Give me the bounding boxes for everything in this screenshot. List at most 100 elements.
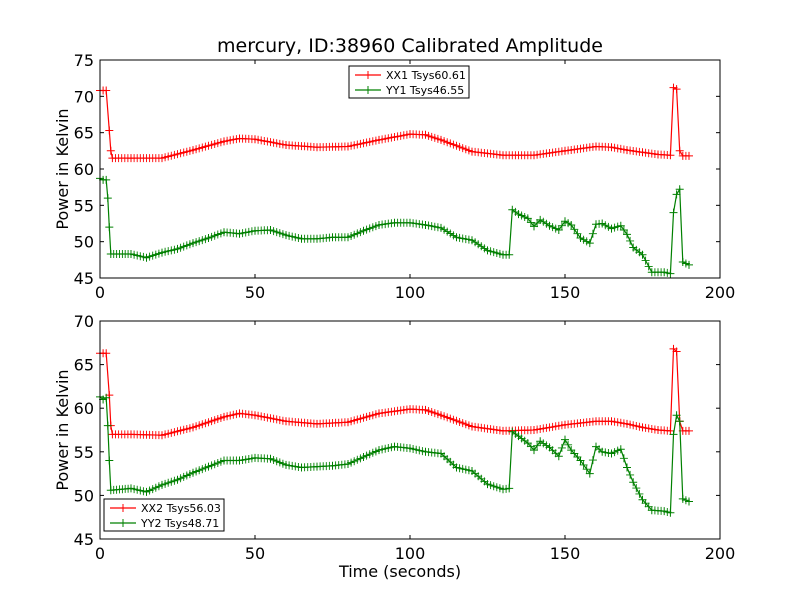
marker [626, 470, 635, 479]
data-point [530, 446, 538, 455]
y-tick-label: 50 [74, 233, 94, 252]
legend-entry-label: XX2 Tsys56.03 [141, 502, 221, 515]
data-point [102, 175, 111, 184]
data-point [685, 497, 693, 506]
x-axis-label: Time (seconds) [338, 562, 461, 581]
data-point [585, 239, 594, 248]
data-point [672, 411, 681, 420]
data-point [505, 250, 514, 259]
legend: XX1 Tsys60.61 YY1 Tsys46.55 [348, 65, 470, 99]
y-tick-label: 50 [74, 486, 94, 505]
y-axis-label: Power in Kelvin [53, 369, 72, 490]
data-point [554, 452, 563, 461]
marker [619, 226, 628, 234]
y-tick-label: 45 [74, 530, 94, 549]
x-tick-label: 200 [705, 544, 736, 563]
legend-swatch-marker [364, 71, 372, 79]
legend-entry-label: XX1 Tsys60.61 [386, 69, 466, 82]
y-tick-label: 70 [74, 87, 94, 106]
x-tick-label: 200 [705, 283, 736, 302]
data-point [672, 347, 681, 356]
marker [635, 489, 644, 498]
top-chart-panel: 0 50 100 150 200 45 50 55 60 65 70 75 Power in Kelvi… [53, 51, 735, 302]
data-point [675, 146, 684, 155]
marker [557, 443, 566, 452]
data-point [638, 250, 647, 259]
data-point [616, 221, 625, 230]
marker [582, 465, 591, 474]
data-point [672, 85, 681, 94]
data-point [561, 435, 569, 444]
data-point [675, 417, 684, 426]
data-point [102, 86, 111, 95]
y-tick-label: 60 [74, 399, 94, 418]
data-point [616, 445, 625, 454]
data-point [666, 151, 675, 160]
legend-swatch-marker [364, 86, 372, 94]
y-tick-label: 65 [74, 124, 94, 143]
data-point [685, 151, 693, 160]
data-point [672, 190, 681, 199]
marker [632, 484, 641, 493]
data-point [102, 393, 111, 402]
data-point [106, 146, 115, 155]
marker [641, 256, 650, 265]
marker [588, 229, 597, 238]
y-tick-label: 65 [74, 356, 94, 375]
x-tick-label: 150 [550, 283, 581, 302]
legend-box [348, 65, 470, 99]
marker [619, 454, 628, 463]
x-tick-label: 150 [550, 544, 581, 563]
legend-swatch-marker [119, 504, 127, 512]
data-point [666, 508, 675, 517]
data-point [675, 185, 684, 194]
marker [564, 440, 573, 449]
marker [570, 225, 579, 234]
bottom-chart-panel: 0 50 100 150 200 45 50 55 60 65 70 Power in Kelvin T… [53, 312, 735, 581]
marker [557, 221, 566, 230]
series-line-1 [100, 347, 689, 436]
data-point [554, 226, 563, 234]
data-point [102, 349, 111, 358]
y-tick-label: 60 [74, 160, 94, 179]
data-point [103, 421, 112, 430]
legend-box [103, 498, 225, 532]
data-point [505, 484, 514, 493]
marker [579, 460, 588, 469]
data-point [105, 456, 114, 465]
data-point [105, 126, 114, 135]
y-tick-label: 75 [74, 51, 94, 70]
legend-entry-label: YY1 Tsys46.55 [385, 84, 464, 97]
data-point [685, 426, 693, 435]
marker [533, 441, 542, 450]
y-tick-label: 70 [74, 312, 94, 331]
x-tick-label: 0 [95, 544, 105, 563]
figure-title: mercury, ID:38960 Calibrated Amplitude [217, 35, 603, 57]
x-tick-label: 100 [395, 283, 426, 302]
marker [626, 236, 635, 245]
data-point [576, 456, 585, 465]
data-point [567, 221, 576, 229]
marker [573, 229, 582, 238]
data-point [623, 230, 631, 239]
y-axis-label: Power in Kelvin [53, 108, 72, 229]
x-tick-label: 0 [95, 283, 105, 302]
x-tick-label: 50 [245, 283, 265, 302]
data-point [666, 269, 675, 278]
marker [588, 456, 597, 465]
data-point [103, 194, 112, 203]
y-tick-label: 55 [74, 443, 94, 462]
data-point [685, 260, 693, 269]
legend-entry-label: YY2 Tsys48.71 [140, 517, 219, 530]
data-point [585, 469, 594, 478]
data-point [105, 223, 114, 232]
legend: XX2 Tsys56.03 YY2 Tsys48.71 [103, 498, 225, 532]
y-tick-label: 45 [74, 269, 94, 288]
data-point [669, 208, 678, 217]
marker [644, 262, 653, 271]
x-tick-label: 100 [395, 544, 426, 563]
data-point [623, 463, 631, 472]
data-point [629, 478, 638, 487]
y-tick-label: 55 [74, 196, 94, 215]
